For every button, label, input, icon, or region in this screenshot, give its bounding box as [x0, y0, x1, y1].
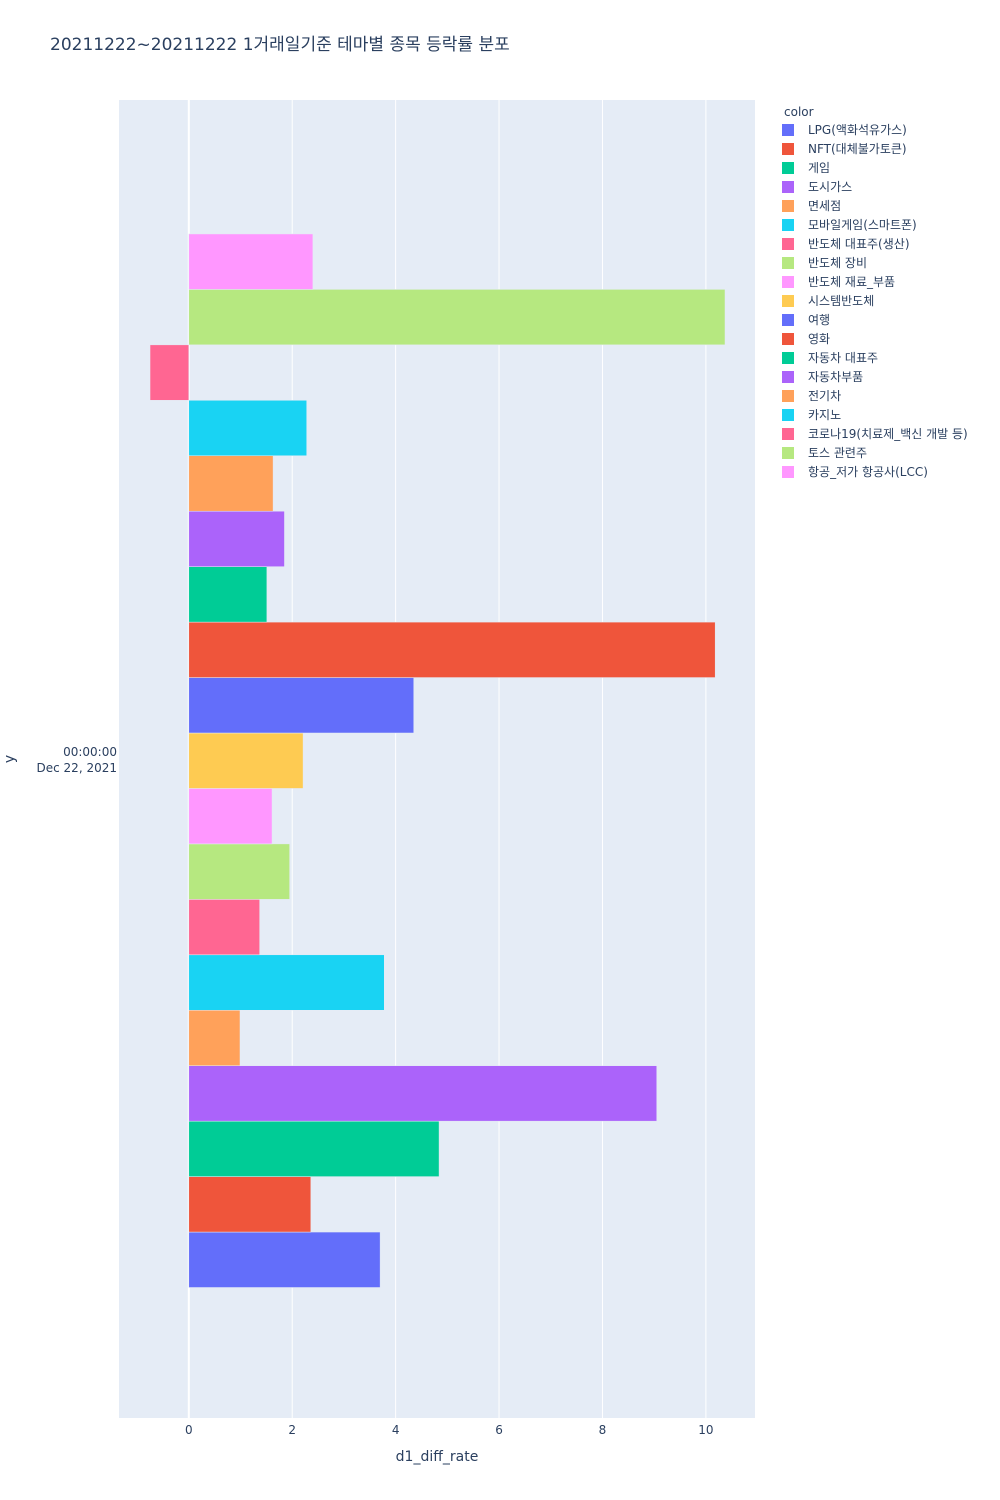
- legend-label[interactable]: 도시가스: [808, 180, 852, 194]
- bar-14[interactable]: [188, 455, 274, 512]
- legend-label[interactable]: NFT(대체불가토큰): [808, 142, 907, 156]
- bar-16[interactable]: [149, 344, 190, 401]
- legend-swatch[interactable]: [782, 466, 794, 478]
- bar-2[interactable]: [188, 1120, 440, 1177]
- legend-swatch[interactable]: [782, 257, 794, 269]
- legend-label[interactable]: 게임: [808, 161, 830, 175]
- legend-swatch[interactable]: [782, 390, 794, 402]
- bar-12[interactable]: [188, 566, 268, 623]
- legend-swatch[interactable]: [782, 333, 794, 345]
- y-axis-title: y: [2, 755, 18, 763]
- y-tick-label-date: Dec 22, 2021: [37, 761, 117, 775]
- legend-swatch[interactable]: [782, 238, 794, 250]
- x-tick-label: 6: [495, 1423, 503, 1437]
- legend-label[interactable]: 토스 관련주: [808, 446, 867, 460]
- legend-label[interactable]: 카지노: [808, 408, 841, 422]
- legend-swatch[interactable]: [782, 200, 794, 212]
- legend-swatch[interactable]: [782, 181, 794, 193]
- bar-15[interactable]: [188, 400, 307, 456]
- bar-10[interactable]: [188, 677, 414, 734]
- legend-swatch[interactable]: [782, 143, 794, 155]
- bar-9[interactable]: [188, 732, 304, 789]
- legend-label[interactable]: 전기차: [808, 389, 841, 403]
- legend-label[interactable]: 여행: [808, 312, 830, 327]
- bar-0[interactable]: [188, 1231, 381, 1288]
- x-tick-label: 4: [392, 1423, 400, 1437]
- legend-swatch[interactable]: [782, 409, 794, 421]
- legend-label[interactable]: LPG(액화석유가스): [808, 123, 907, 137]
- x-tick-label: 8: [599, 1423, 607, 1437]
- legend-label[interactable]: 반도체 장비: [808, 256, 867, 270]
- legend-swatch[interactable]: [782, 371, 794, 383]
- legend-label[interactable]: 자동차부품: [808, 370, 863, 384]
- bar-3[interactable]: [188, 1065, 658, 1122]
- legend-swatch[interactable]: [782, 124, 794, 136]
- chart-title: 20211222~20211222 1거래일기준 테마별 종목 등락률 분포: [50, 35, 510, 55]
- legend-label[interactable]: 반도체 대표주(생산): [808, 237, 910, 251]
- bar-13[interactable]: [188, 510, 285, 567]
- bar-4[interactable]: [188, 1010, 241, 1066]
- legend-label[interactable]: 시스템반도체: [808, 294, 874, 308]
- legend-label[interactable]: 면세점: [808, 199, 841, 213]
- bar-18[interactable]: [188, 233, 314, 290]
- x-tick-label: 2: [288, 1423, 296, 1437]
- legend-swatch[interactable]: [782, 352, 794, 364]
- legend-swatch[interactable]: [782, 295, 794, 307]
- legend-label[interactable]: 코로나19(치료제_백신 개발 등): [808, 427, 968, 441]
- x-axis-title: d1_diff_rate: [396, 1449, 479, 1465]
- legend-title: color: [784, 105, 814, 119]
- bar-5[interactable]: [188, 954, 385, 1011]
- legend-label[interactable]: 자동차 대표주: [808, 351, 878, 365]
- legend-label[interactable]: 반도체 재료_부품: [808, 275, 895, 289]
- legend-swatch[interactable]: [782, 447, 794, 459]
- bar-1[interactable]: [188, 1176, 312, 1233]
- legend-swatch[interactable]: [782, 162, 794, 174]
- bar-7[interactable]: [188, 843, 290, 900]
- x-tick-label: 10: [698, 1423, 713, 1437]
- legend-swatch[interactable]: [782, 219, 794, 231]
- legend-swatch[interactable]: [782, 428, 794, 440]
- bar-17[interactable]: [188, 289, 726, 346]
- bars: [149, 233, 726, 1288]
- legend-label[interactable]: 항공_저가 항공사(LCC): [808, 465, 928, 479]
- bar-6[interactable]: [188, 899, 260, 956]
- legend-label[interactable]: 모바일게임(스마트폰): [808, 218, 917, 232]
- x-tick-label: 0: [185, 1423, 193, 1437]
- legend-label[interactable]: 영화: [808, 332, 830, 346]
- y-tick-label-time: 00:00:00: [63, 745, 117, 759]
- bar-11[interactable]: [188, 621, 716, 678]
- legend-swatch[interactable]: [782, 314, 794, 326]
- bar-8[interactable]: [188, 788, 273, 845]
- legend: LPG(액화석유가스) NFT(대체불가토큰) 게임도시가스면세점모바일게임(스마트…: [782, 123, 968, 479]
- x-tick-labels: 0 2 4 6 8 10: [185, 1423, 714, 1437]
- legend-swatch[interactable]: [782, 276, 794, 288]
